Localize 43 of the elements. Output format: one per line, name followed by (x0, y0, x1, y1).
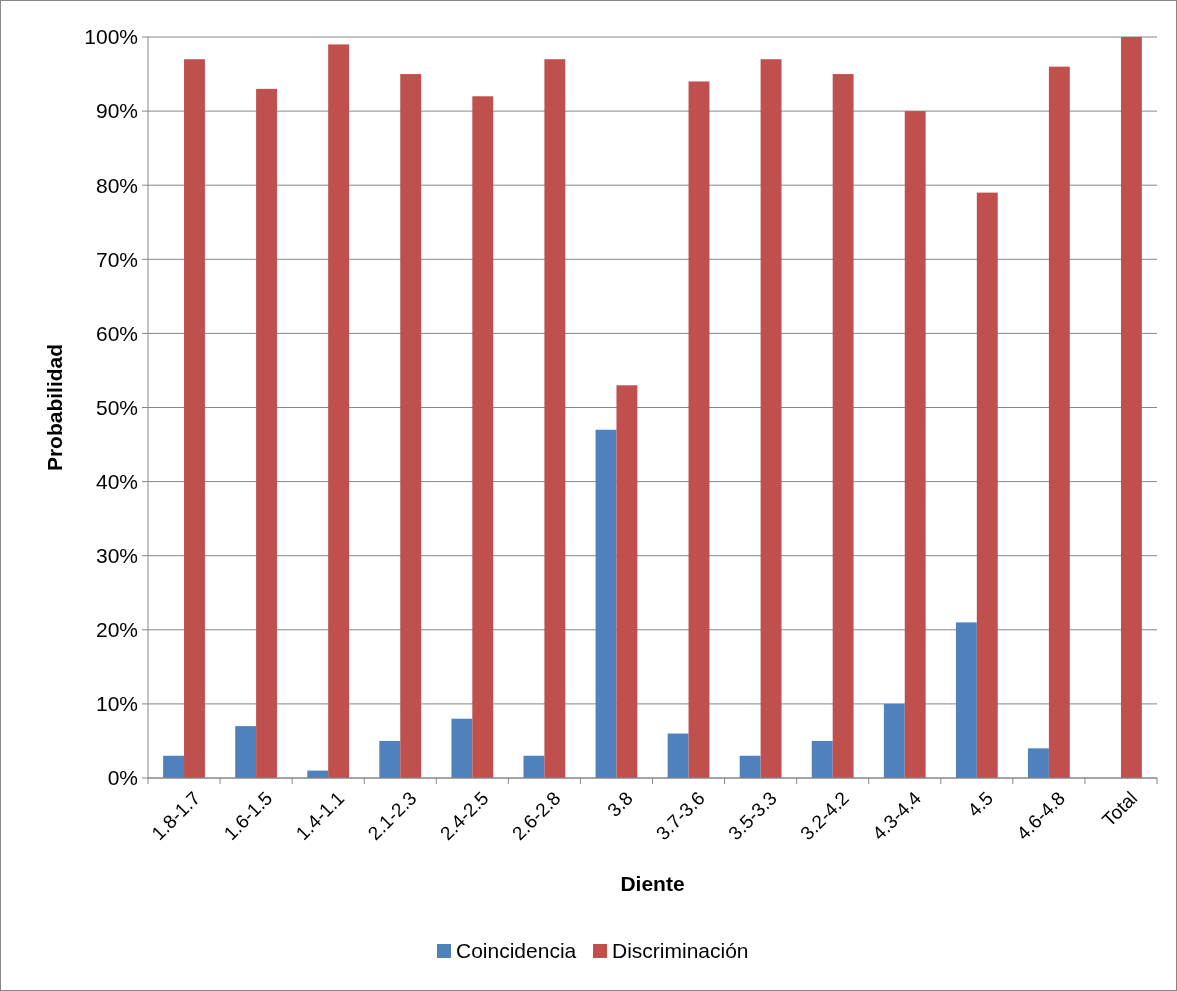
bar (688, 81, 710, 778)
bar (667, 733, 689, 778)
y-tick-label: 90% (95, 99, 138, 123)
y-tick-label: 50% (95, 395, 138, 419)
y-tick-label: 100% (84, 25, 138, 49)
bar (616, 385, 638, 778)
bar (1120, 37, 1142, 778)
bar (256, 88, 278, 778)
bar (184, 59, 205, 778)
legend-label: Discriminación (612, 939, 749, 963)
bar (544, 59, 566, 778)
x-tick-label: 4.5 (963, 787, 998, 821)
bar (811, 740, 833, 778)
bar (379, 740, 401, 778)
bar (1027, 748, 1049, 778)
y-tick-label: 30% (95, 544, 138, 568)
bar (235, 726, 257, 778)
bar (472, 96, 494, 778)
legend-label: Coincidencia (456, 939, 577, 963)
y-tick-label: 60% (95, 321, 138, 345)
bar (976, 192, 998, 778)
bar (1048, 66, 1070, 778)
x-tick-label: 3.8 (603, 787, 637, 821)
y-axis-title: Probabilidad (43, 343, 66, 472)
y-tick-label: 20% (95, 618, 138, 642)
bar (832, 74, 854, 778)
bar (760, 59, 782, 778)
bar (400, 74, 422, 778)
bar (904, 111, 926, 778)
bar (523, 755, 545, 778)
y-tick-label: 10% (95, 692, 138, 716)
bar (739, 755, 761, 778)
x-axis-title: Diente (620, 872, 685, 895)
bar (328, 44, 350, 778)
y-tick-label: 0% (107, 766, 138, 790)
bar (883, 703, 905, 778)
y-tick-label: 70% (95, 247, 138, 271)
bar (955, 622, 977, 778)
bar (451, 718, 473, 778)
y-tick-label: 80% (95, 173, 138, 197)
bar (163, 755, 185, 778)
y-tick-label: 40% (95, 469, 138, 493)
bar (595, 429, 617, 778)
